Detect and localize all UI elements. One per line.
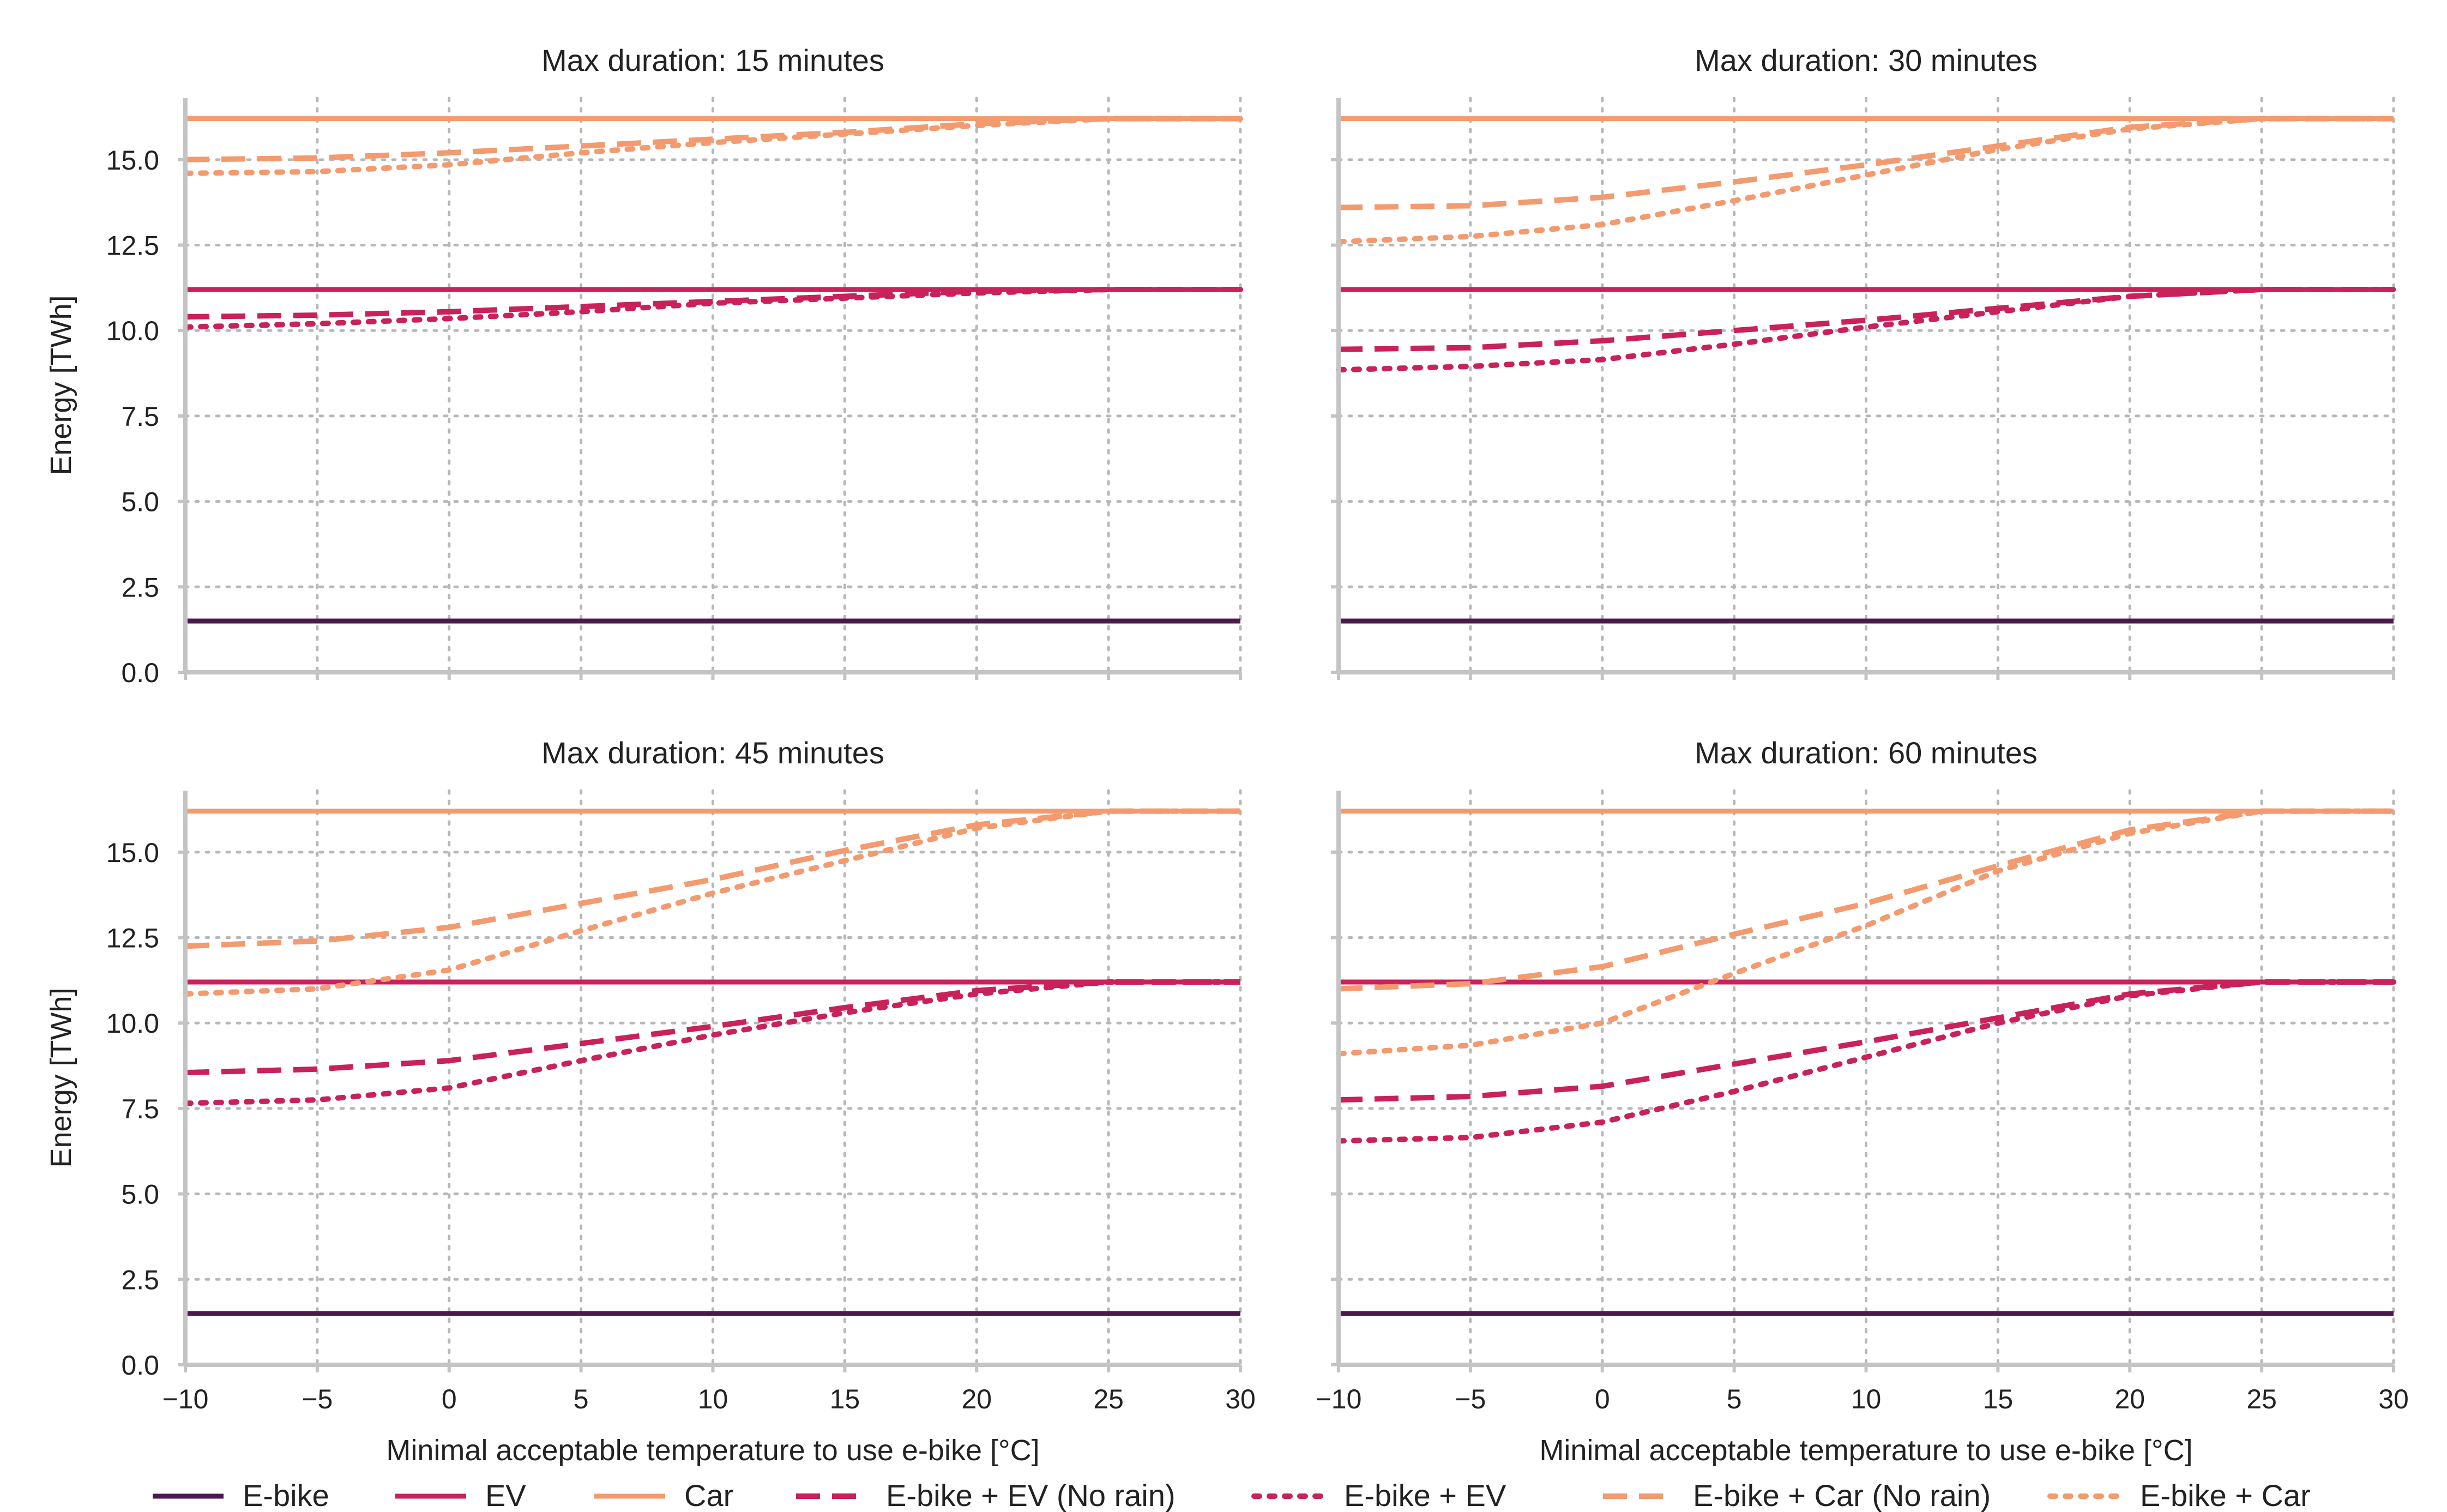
x-tick-label: −5 xyxy=(302,1384,333,1414)
series-line-e-bike-car xyxy=(183,808,1243,997)
panel-title: Max duration: 30 minutes xyxy=(1695,43,2038,77)
legend-item-ev: EV xyxy=(395,1478,526,1512)
y-axis-label: Energy [TWh] xyxy=(45,987,77,1167)
y-tick-label: 15.0 xyxy=(106,838,159,868)
y-axis-label: Energy [TWh] xyxy=(45,295,77,475)
legend-label: E-bike + EV xyxy=(1344,1478,1506,1512)
legend-label: E-bike + Car xyxy=(2140,1478,2311,1512)
legend-label: E-bike + EV (No rain) xyxy=(886,1478,1176,1512)
legend-item-car: Car xyxy=(594,1478,733,1512)
series-line-e-bike-car xyxy=(1336,116,2396,245)
panel-1: 0.0 2.5 5.0 7.5 10.0 12.5 15.0 Max duration: 15… xyxy=(45,43,1243,688)
x-tick-label: −5 xyxy=(1455,1384,1486,1414)
x-tick-label: −10 xyxy=(162,1384,209,1414)
y-tick-label: 2.5 xyxy=(121,572,159,603)
panel-title: Max duration: 60 minutes xyxy=(1695,736,2038,770)
series-line-e-bike-ev xyxy=(183,979,1243,1106)
panel-title: Max duration: 45 minutes xyxy=(541,736,884,770)
y-tick-label: 12.5 xyxy=(106,923,159,954)
series-line-e-bike-ev xyxy=(1336,979,2396,1144)
x-tick-label: 30 xyxy=(2378,1384,2409,1414)
legend: E-bike EV Car E-bike + EV (No rain) E-bike +… xyxy=(153,1478,2311,1512)
legend-item-e-bike-ev-no-rain: E-bike + EV (No rain) xyxy=(796,1478,1176,1512)
legend-label: Car xyxy=(684,1478,733,1512)
y-tick-label: 7.5 xyxy=(121,1094,159,1124)
legend-label: EV xyxy=(485,1478,526,1512)
series-line-e-bike-ev xyxy=(1336,287,2396,373)
panel-3: −10 −5 0 5 10 15 20 25 30 0.0 2.5 5.0 7.5 10.0 12.5 15.… xyxy=(45,736,1256,1467)
legend-label: E-bike xyxy=(243,1478,329,1512)
series-line-e-bike-ev-no-rain xyxy=(185,287,1240,320)
panel-4: −10 −5 0 5 10 15 20 25 30 Max duration: 60 minute… xyxy=(1316,736,2409,1467)
series-line-e-bike-car xyxy=(1336,808,2396,1057)
y-tick-label: 15.0 xyxy=(106,145,159,176)
panel-title: Max duration: 15 minutes xyxy=(541,43,884,77)
x-tick-label: 5 xyxy=(1727,1384,1742,1414)
x-tick-label: 15 xyxy=(830,1384,860,1414)
x-tick-label: 20 xyxy=(2114,1384,2145,1414)
panel-2: Max duration: 30 minutes xyxy=(1331,43,2396,680)
y-tick-label: 2.5 xyxy=(121,1264,159,1295)
series-line-e-bike-car-no-rain xyxy=(185,116,1240,162)
x-tick-label: 10 xyxy=(698,1384,728,1414)
x-tick-label: 5 xyxy=(574,1384,589,1414)
legend-item-e-bike-car-no-rain: E-bike + Car (No rain) xyxy=(1603,1478,1991,1512)
y-tick-label: 0.0 xyxy=(121,1350,159,1381)
x-tick-label: 30 xyxy=(1225,1384,1256,1414)
x-axis-label: Minimal acceptable temperature to use e-… xyxy=(1539,1434,2192,1467)
series-line-e-bike-ev xyxy=(183,287,1243,330)
y-tick-label: 7.5 xyxy=(121,401,159,432)
y-tick-label: 10.0 xyxy=(106,316,159,346)
legend-item-e-bike-car: E-bike + Car xyxy=(2047,1478,2311,1512)
x-tick-label: 15 xyxy=(1983,1384,2014,1414)
x-tick-label: 25 xyxy=(1093,1384,1124,1414)
x-tick-label: 0 xyxy=(442,1384,457,1414)
series-line-e-bike-car xyxy=(183,116,1243,176)
x-axis-label: Minimal acceptable temperature to use e-… xyxy=(386,1434,1039,1467)
x-tick-label: 0 xyxy=(1595,1384,1610,1414)
legend-label: E-bike + Car (No rain) xyxy=(1693,1478,1991,1512)
y-tick-label: 10.0 xyxy=(106,1008,159,1039)
legend-item-e-bike: E-bike xyxy=(153,1478,329,1512)
legend-item-e-bike-ev: E-bike + EV xyxy=(1251,1478,1506,1512)
y-tick-label: 0.0 xyxy=(121,658,159,688)
y-tick-label: 5.0 xyxy=(121,1179,159,1210)
x-tick-label: −10 xyxy=(1316,1384,1362,1414)
x-tick-label: 25 xyxy=(2246,1384,2277,1414)
y-tick-label: 12.5 xyxy=(106,231,159,261)
series-line-e-bike-car-no-rain xyxy=(1338,808,2394,992)
y-tick-label: 5.0 xyxy=(121,487,159,517)
x-tick-label: 10 xyxy=(1851,1384,1882,1414)
x-tick-label: 20 xyxy=(961,1384,992,1414)
